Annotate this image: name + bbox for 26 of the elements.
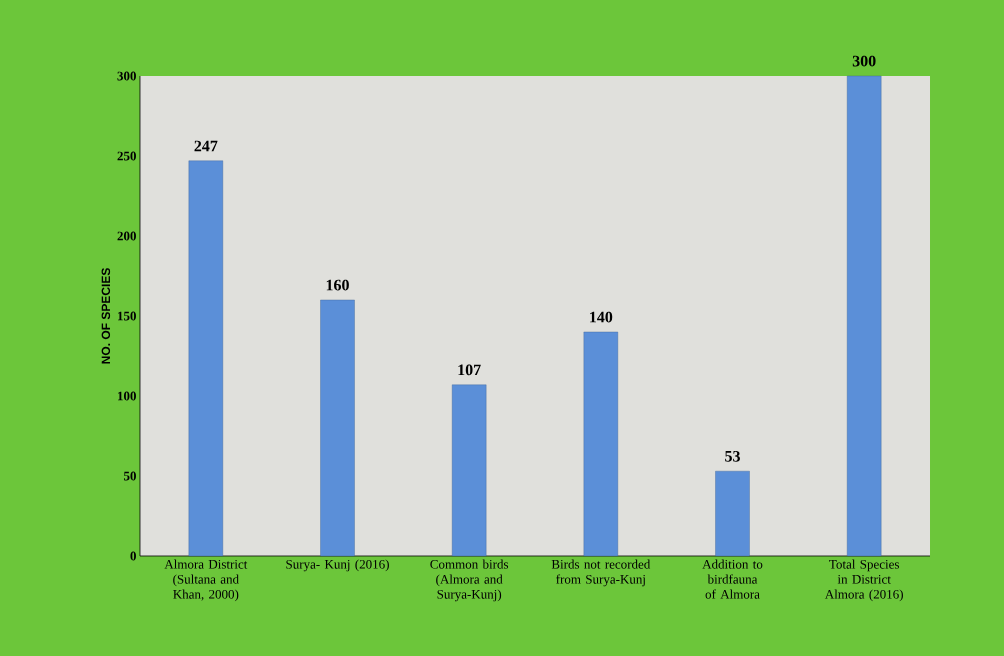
data-label: 53 — [725, 450, 740, 462]
data-label: 160 — [326, 279, 349, 291]
y-tick-label: 250 — [117, 151, 136, 161]
data-label: 300 — [852, 55, 876, 67]
bar — [583, 331, 619, 557]
y-tick-label: 0 — [130, 551, 136, 561]
y-tick-label: 100 — [118, 391, 136, 401]
data-label: 247 — [194, 140, 218, 152]
bar — [451, 384, 487, 557]
x-tick-label: Total Species in District Almora (2016) — [824, 559, 903, 602]
bar — [846, 75, 882, 557]
data-label: 107 — [458, 364, 481, 376]
x-tick-label: Addition to birdfauna of Almora — [702, 559, 763, 599]
y-tick-label: 150 — [118, 311, 136, 321]
data-label: 140 — [590, 311, 613, 323]
bar — [188, 160, 224, 557]
y-axis-title: NO. OF SPECIES — [101, 268, 111, 364]
x-tick-label: Common birds (Almora and Surya-Kunj) — [430, 559, 509, 602]
x-tick-label: Birds not recorded from Surya-Kunj — [551, 559, 651, 587]
bar — [320, 299, 355, 557]
y-tick-label: 50 — [123, 471, 136, 481]
bar — [715, 471, 750, 557]
y-tick-label: 300 — [117, 71, 136, 81]
x-tick-label: Surya- Kunj (2016) — [286, 559, 389, 572]
y-tick-label: 200 — [117, 231, 136, 241]
x-tick-label: Almora District (Sultana and Khan, 2000) — [164, 559, 248, 602]
